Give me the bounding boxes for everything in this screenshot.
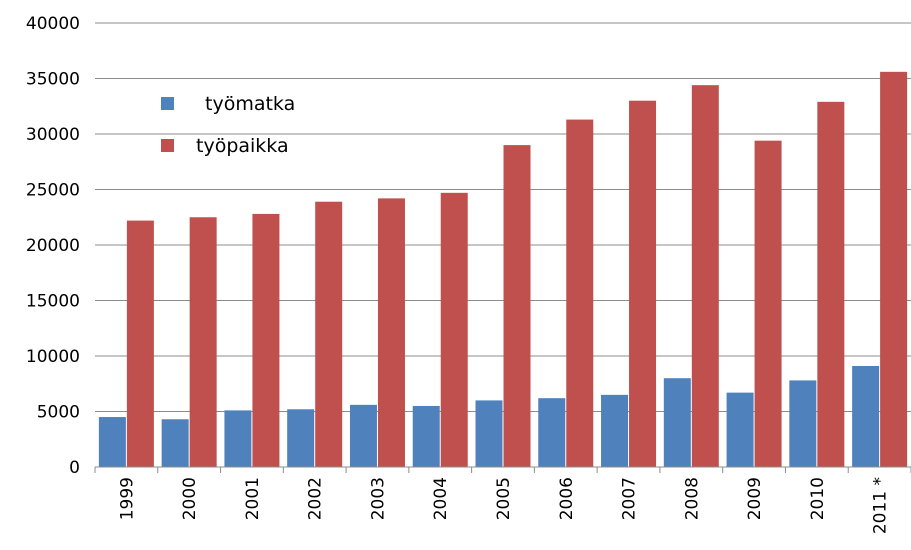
x-tick-label: 2009 xyxy=(745,477,765,520)
x-tick-label: 2007 xyxy=(620,477,640,520)
y-tick-label: 40000 xyxy=(26,14,80,34)
bar-tyomatka xyxy=(412,405,440,467)
x-tick-label: 2002 xyxy=(306,477,326,520)
bar-tyopaikka xyxy=(880,71,908,467)
bar-tyopaikka xyxy=(189,217,217,467)
bar-tyopaikka xyxy=(691,85,719,467)
bar-tyopaikka xyxy=(629,100,657,467)
x-tick-label: 2003 xyxy=(368,477,388,520)
bar-tyopaikka xyxy=(440,192,468,467)
gridlines xyxy=(95,22,911,468)
x-tick-label: 2004 xyxy=(431,477,451,520)
x-tick-label: 2006 xyxy=(557,477,577,520)
bar-tyomatka xyxy=(601,394,629,467)
y-axis-ticks: 0 5000 10000 15000 20000 25000 30000 35000 40000 xyxy=(26,14,80,478)
x-tick-label: 2010 xyxy=(808,477,828,520)
x-tick-label: 2000 xyxy=(180,477,200,520)
legend: työmatka työpaikka xyxy=(161,93,295,157)
legend-swatch-tyopaikka xyxy=(161,139,174,152)
y-tick-label: 20000 xyxy=(26,236,80,256)
bar-tyopaikka xyxy=(566,119,594,467)
y-tick-label: 5000 xyxy=(37,403,80,423)
bar-tyomatka xyxy=(349,404,377,467)
y-tick-label: 35000 xyxy=(26,70,80,90)
bar-tyopaikka xyxy=(817,101,845,467)
bar-tyomatka xyxy=(789,380,817,467)
y-tick-label: 25000 xyxy=(26,181,80,201)
legend-label-tyomatka: työmatka xyxy=(205,93,295,115)
bar-tyomatka xyxy=(852,365,880,467)
x-tick-label: 2005 xyxy=(494,477,514,520)
bar-tyomatka xyxy=(538,398,566,467)
bar-tyopaikka xyxy=(503,145,531,467)
x-tick-label: 2011 * xyxy=(871,477,891,534)
y-tick-label: 15000 xyxy=(26,292,80,312)
legend-swatch-tyomatka xyxy=(161,97,174,110)
bar-tyopaikka xyxy=(126,220,154,467)
x-axis: 1999 2000 2001 2002 2003 2004 2005 2006 2007 2008… xyxy=(94,466,911,534)
y-tick-label: 30000 xyxy=(26,125,80,145)
y-tick-label: 0 xyxy=(69,458,80,478)
bar-tyomatka xyxy=(726,392,754,467)
legend-label-tyopaikka: työpaikka xyxy=(196,135,289,157)
bar-tyopaikka xyxy=(754,140,782,467)
bar-tyopaikka xyxy=(377,198,405,467)
bar-tyomatka xyxy=(475,400,503,467)
x-tick-label: 2008 xyxy=(682,477,702,520)
y-tick-label: 10000 xyxy=(26,347,80,367)
bar-tyopaikka xyxy=(315,201,343,467)
bar-tyomatka xyxy=(98,417,126,467)
bar-tyomatka xyxy=(161,419,189,467)
bar-tyomatka xyxy=(287,409,315,467)
bars xyxy=(98,71,908,467)
x-tick-label: 1999 xyxy=(117,477,137,520)
bar-tyomatka xyxy=(663,378,691,467)
bar-tyomatka xyxy=(224,410,252,467)
x-tick-label: 2001 xyxy=(243,477,263,520)
bar-tyopaikka xyxy=(252,213,280,467)
